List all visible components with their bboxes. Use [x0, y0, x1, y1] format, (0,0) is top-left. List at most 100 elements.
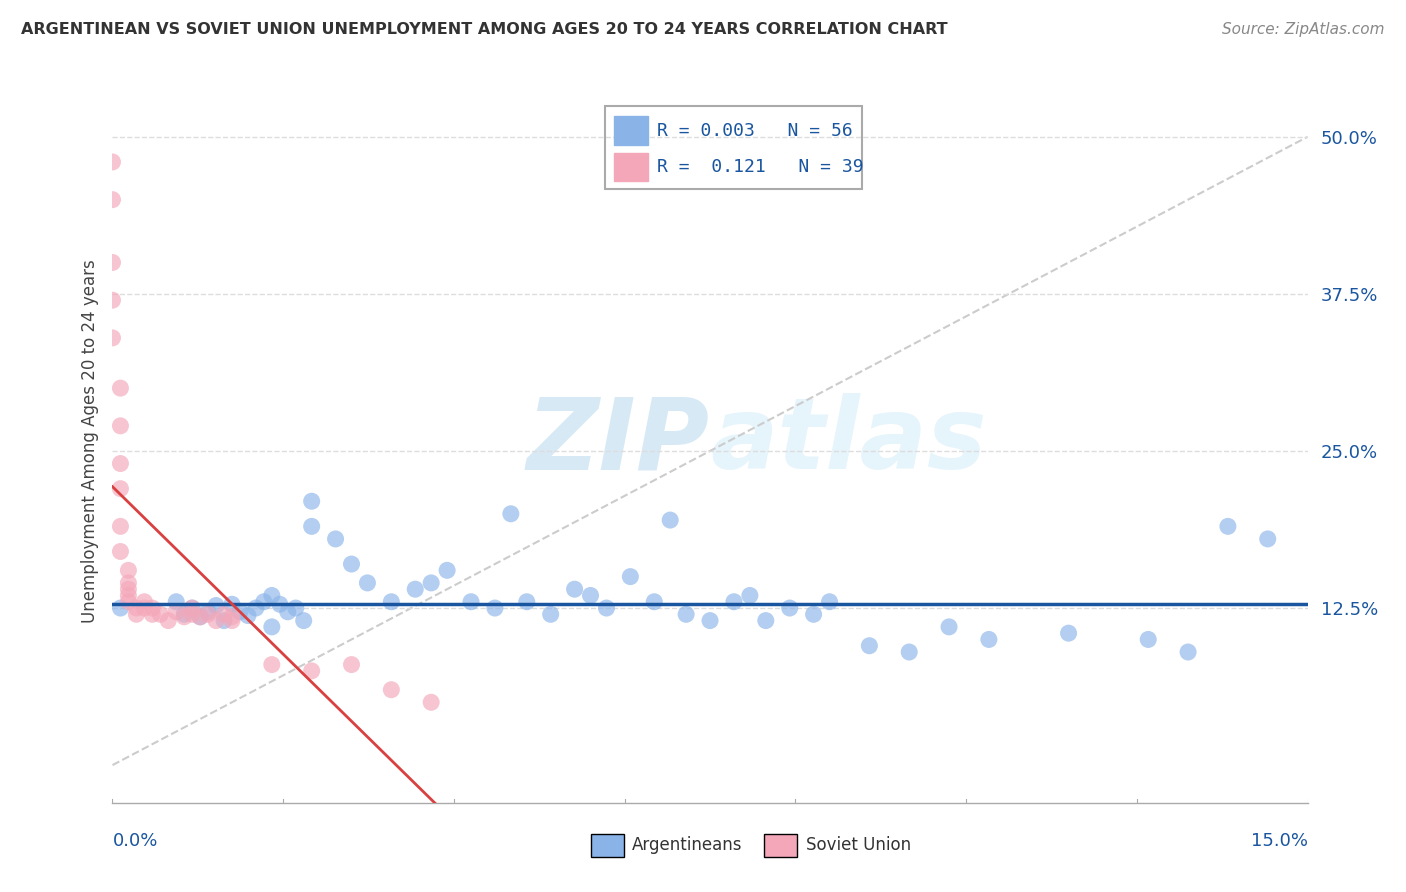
- Point: [173, 607, 195, 622]
- Point: [110, 418, 132, 433]
- Point: [229, 605, 252, 619]
- Point: [221, 614, 243, 628]
- Point: [205, 599, 228, 613]
- Point: [157, 614, 180, 628]
- Point: [755, 614, 778, 628]
- Point: [938, 620, 960, 634]
- Point: [540, 607, 562, 622]
- Point: [1057, 626, 1080, 640]
- Point: [643, 595, 665, 609]
- Point: [188, 610, 211, 624]
- Point: [173, 610, 195, 624]
- FancyBboxPatch shape: [591, 834, 624, 857]
- Point: [165, 605, 187, 619]
- Point: [110, 381, 132, 395]
- Point: [404, 582, 426, 597]
- Point: [110, 544, 132, 558]
- Point: [977, 632, 1000, 647]
- Text: Source: ZipAtlas.com: Source: ZipAtlas.com: [1222, 22, 1385, 37]
- Point: [101, 331, 124, 345]
- Point: [484, 601, 506, 615]
- Point: [269, 597, 291, 611]
- Point: [181, 601, 204, 615]
- Point: [284, 601, 307, 615]
- Point: [117, 582, 139, 597]
- Point: [380, 595, 402, 609]
- Text: Argentineans: Argentineans: [633, 837, 742, 855]
- Point: [898, 645, 921, 659]
- Point: [325, 532, 347, 546]
- Point: [340, 657, 363, 672]
- Point: [595, 601, 617, 615]
- Point: [125, 601, 148, 615]
- Point: [117, 563, 139, 577]
- Point: [301, 519, 323, 533]
- Point: [212, 614, 235, 628]
- Point: [181, 601, 204, 615]
- Point: [659, 513, 682, 527]
- Point: [516, 595, 538, 609]
- Point: [117, 575, 139, 590]
- Point: [141, 607, 163, 622]
- Point: [110, 519, 132, 533]
- Point: [245, 601, 267, 615]
- Point: [723, 595, 745, 609]
- Point: [380, 682, 402, 697]
- FancyBboxPatch shape: [614, 153, 648, 181]
- Point: [858, 639, 880, 653]
- Point: [253, 595, 276, 609]
- Point: [236, 608, 259, 623]
- Point: [221, 597, 243, 611]
- Point: [818, 595, 841, 609]
- FancyBboxPatch shape: [763, 834, 797, 857]
- Point: [460, 595, 482, 609]
- Point: [134, 595, 156, 609]
- Point: [564, 582, 586, 597]
- Point: [221, 610, 243, 624]
- Point: [188, 610, 211, 624]
- Point: [101, 193, 124, 207]
- Text: R = 0.003   N = 56: R = 0.003 N = 56: [658, 122, 853, 140]
- Point: [420, 695, 443, 709]
- Point: [117, 589, 139, 603]
- Point: [110, 601, 132, 615]
- Point: [197, 607, 219, 622]
- Point: [292, 614, 315, 628]
- Point: [1137, 632, 1160, 647]
- Text: ZIP: ZIP: [527, 393, 710, 490]
- Point: [101, 155, 124, 169]
- Text: atlas: atlas: [710, 393, 987, 490]
- Point: [738, 589, 761, 603]
- Point: [1216, 519, 1239, 533]
- Point: [125, 607, 148, 622]
- Point: [301, 494, 323, 508]
- Point: [149, 607, 172, 622]
- Point: [619, 569, 641, 583]
- Text: 15.0%: 15.0%: [1250, 831, 1308, 850]
- Point: [1177, 645, 1199, 659]
- Point: [134, 601, 156, 615]
- Point: [117, 595, 139, 609]
- Point: [141, 601, 163, 615]
- Point: [260, 657, 283, 672]
- Point: [101, 255, 124, 269]
- Point: [277, 605, 299, 619]
- Point: [260, 620, 283, 634]
- FancyBboxPatch shape: [614, 117, 648, 145]
- Point: [436, 563, 458, 577]
- Point: [165, 595, 187, 609]
- Point: [260, 589, 283, 603]
- Point: [340, 557, 363, 571]
- Point: [356, 575, 378, 590]
- Point: [212, 607, 235, 622]
- Point: [699, 614, 721, 628]
- Point: [110, 457, 132, 471]
- Text: ARGENTINEAN VS SOVIET UNION UNEMPLOYMENT AMONG AGES 20 TO 24 YEARS CORRELATION C: ARGENTINEAN VS SOVIET UNION UNEMPLOYMENT…: [21, 22, 948, 37]
- Point: [420, 575, 443, 590]
- Y-axis label: Unemployment Among Ages 20 to 24 years: Unemployment Among Ages 20 to 24 years: [80, 260, 98, 624]
- Text: 0.0%: 0.0%: [112, 831, 157, 850]
- Point: [499, 507, 522, 521]
- Point: [197, 605, 219, 619]
- Point: [101, 293, 124, 308]
- Point: [1257, 532, 1279, 546]
